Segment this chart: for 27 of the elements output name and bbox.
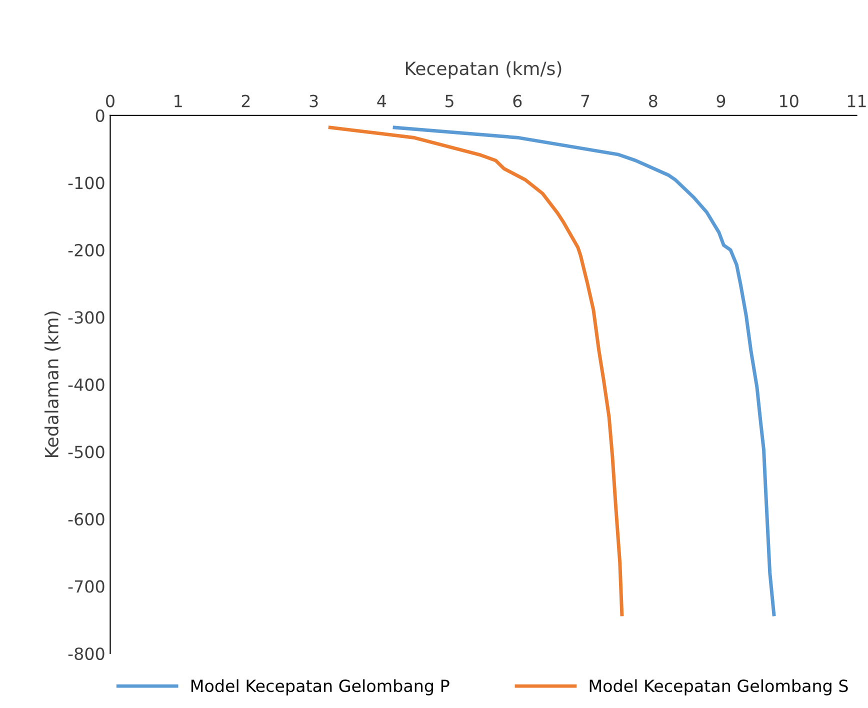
x-tick-label: 4 xyxy=(377,94,386,108)
x-tick-label: 0 xyxy=(106,94,114,108)
x-tick-label: 8 xyxy=(648,94,658,108)
y-tick-label: -400 xyxy=(68,378,104,392)
legend-label: Model Kecepatan Gelombang S xyxy=(590,679,848,696)
y-tick-label: -700 xyxy=(68,580,104,593)
x-tick-label: 7 xyxy=(581,94,590,108)
x-tick-label: 1 xyxy=(174,94,182,108)
line-series xyxy=(328,126,624,616)
x-tick-label: 2 xyxy=(242,94,250,108)
x-tick-label: 9 xyxy=(716,94,726,108)
x-tick-label: 6 xyxy=(513,94,522,108)
x-axis-title: Kecepatan (km/s) xyxy=(406,61,562,79)
y-tick-label: -300 xyxy=(68,311,104,324)
y-tick-label: 0 xyxy=(96,109,104,122)
x-tick-label: 10 xyxy=(780,94,798,108)
x-tick-label: 3 xyxy=(310,94,318,108)
y-tick-label: -100 xyxy=(68,176,104,190)
y-tick-label: -600 xyxy=(68,512,104,526)
y-tick-label: -500 xyxy=(68,446,104,458)
y-axis-title: Kedalaman (km) xyxy=(44,312,61,457)
legend-label: Model Kecepatan Gelombang P xyxy=(191,679,450,696)
y-tick-label: -800 xyxy=(68,647,104,660)
x-tick-label: 11 xyxy=(848,94,866,108)
x-tick-label: 5 xyxy=(446,94,454,108)
y-tick-label: -200 xyxy=(68,244,104,256)
line-series xyxy=(392,126,776,616)
